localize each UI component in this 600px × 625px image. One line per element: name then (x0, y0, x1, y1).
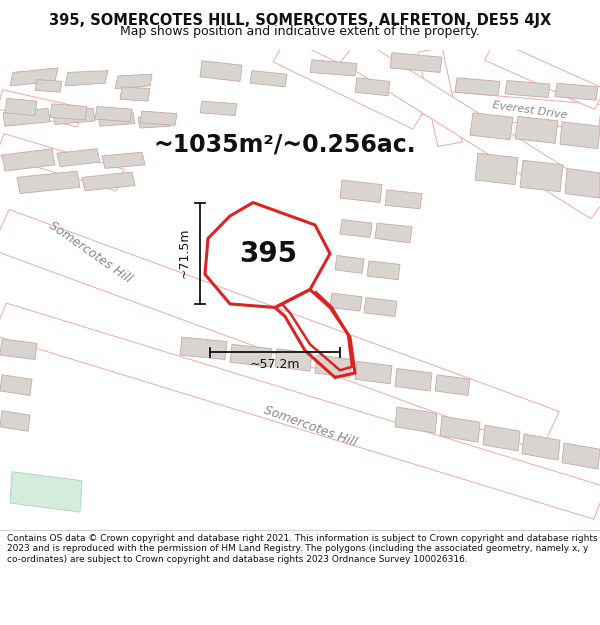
Polygon shape (250, 71, 287, 87)
Polygon shape (310, 60, 357, 76)
Polygon shape (484, 40, 600, 109)
Text: ~57.2m: ~57.2m (250, 358, 300, 371)
Polygon shape (515, 116, 558, 143)
Text: ~1035m²/~0.256ac.: ~1035m²/~0.256ac. (154, 132, 416, 156)
Polygon shape (115, 74, 152, 89)
Polygon shape (0, 209, 559, 451)
Polygon shape (555, 83, 598, 100)
Text: Map shows position and indicative extent of the property.: Map shows position and indicative extent… (120, 24, 480, 38)
Polygon shape (341, 38, 600, 219)
Polygon shape (395, 407, 437, 433)
Text: Contains OS data © Crown copyright and database right 2021. This information is : Contains OS data © Crown copyright and d… (7, 534, 598, 564)
Polygon shape (395, 369, 432, 391)
Polygon shape (17, 171, 80, 194)
Polygon shape (200, 101, 237, 116)
Polygon shape (35, 79, 62, 92)
Polygon shape (3, 108, 50, 126)
Polygon shape (475, 153, 518, 184)
Polygon shape (340, 219, 372, 238)
Polygon shape (0, 303, 600, 519)
Polygon shape (315, 355, 352, 377)
Polygon shape (82, 172, 135, 191)
Polygon shape (102, 152, 145, 168)
Polygon shape (140, 111, 177, 126)
Polygon shape (57, 149, 100, 167)
Polygon shape (385, 190, 422, 209)
Polygon shape (340, 180, 382, 203)
Polygon shape (0, 411, 30, 431)
Polygon shape (98, 112, 135, 126)
Polygon shape (138, 116, 170, 128)
Polygon shape (200, 61, 242, 81)
Polygon shape (273, 38, 427, 129)
Polygon shape (389, 87, 600, 130)
Polygon shape (230, 344, 272, 367)
Polygon shape (0, 375, 32, 396)
Polygon shape (53, 108, 95, 124)
Polygon shape (65, 71, 108, 86)
Polygon shape (440, 416, 480, 442)
Polygon shape (505, 81, 550, 98)
Polygon shape (10, 68, 58, 86)
Polygon shape (560, 122, 600, 149)
Polygon shape (5, 99, 37, 116)
Polygon shape (367, 261, 400, 279)
Polygon shape (355, 361, 392, 384)
Polygon shape (50, 104, 87, 120)
Polygon shape (418, 48, 462, 146)
Polygon shape (120, 87, 150, 101)
Polygon shape (355, 78, 390, 96)
Polygon shape (470, 112, 513, 140)
Polygon shape (335, 256, 364, 273)
Polygon shape (483, 425, 520, 451)
Polygon shape (390, 52, 442, 72)
Polygon shape (2, 149, 55, 171)
Polygon shape (455, 78, 500, 96)
Polygon shape (520, 161, 563, 192)
Polygon shape (95, 106, 132, 122)
Polygon shape (180, 337, 227, 359)
Text: Somercotes Hill: Somercotes Hill (262, 404, 358, 450)
Polygon shape (275, 349, 312, 371)
Polygon shape (330, 293, 362, 311)
Text: Somercotes Hill: Somercotes Hill (46, 219, 134, 285)
Polygon shape (364, 298, 397, 316)
Polygon shape (0, 90, 83, 127)
Polygon shape (435, 375, 470, 396)
Text: ~71.5m: ~71.5m (178, 228, 191, 279)
Polygon shape (375, 223, 412, 243)
Polygon shape (0, 134, 124, 191)
Polygon shape (0, 339, 37, 359)
Polygon shape (562, 443, 600, 469)
Text: Everest Drive: Everest Drive (492, 100, 568, 121)
Text: 395, SOMERCOTES HILL, SOMERCOTES, ALFRETON, DE55 4JX: 395, SOMERCOTES HILL, SOMERCOTES, ALFRET… (49, 12, 551, 28)
Text: 395: 395 (239, 239, 297, 268)
Polygon shape (522, 434, 560, 460)
Polygon shape (565, 168, 600, 198)
Polygon shape (10, 472, 82, 512)
